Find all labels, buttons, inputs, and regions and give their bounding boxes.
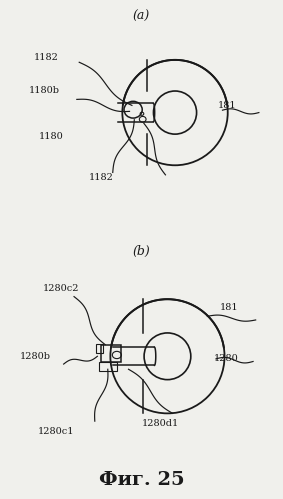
Text: (a): (a) [133,9,150,22]
Text: 1280b: 1280b [20,352,51,361]
Bar [96,344,103,353]
Bar [99,362,117,371]
Text: 1280: 1280 [214,354,239,363]
Bar [101,345,121,362]
Text: 1180b: 1180b [29,86,60,95]
Text: 1280c2: 1280c2 [43,284,80,293]
Text: 1182: 1182 [89,173,114,182]
Text: 1180: 1180 [38,132,63,141]
Text: 1280c1: 1280c1 [38,427,74,436]
Text: 181: 181 [218,101,237,110]
Text: (b): (b) [133,245,150,257]
Text: 1182: 1182 [34,53,59,62]
Text: 181: 181 [219,302,238,311]
Text: 1280d1: 1280d1 [142,419,179,428]
Text: Фиг. 25: Фиг. 25 [99,471,184,489]
